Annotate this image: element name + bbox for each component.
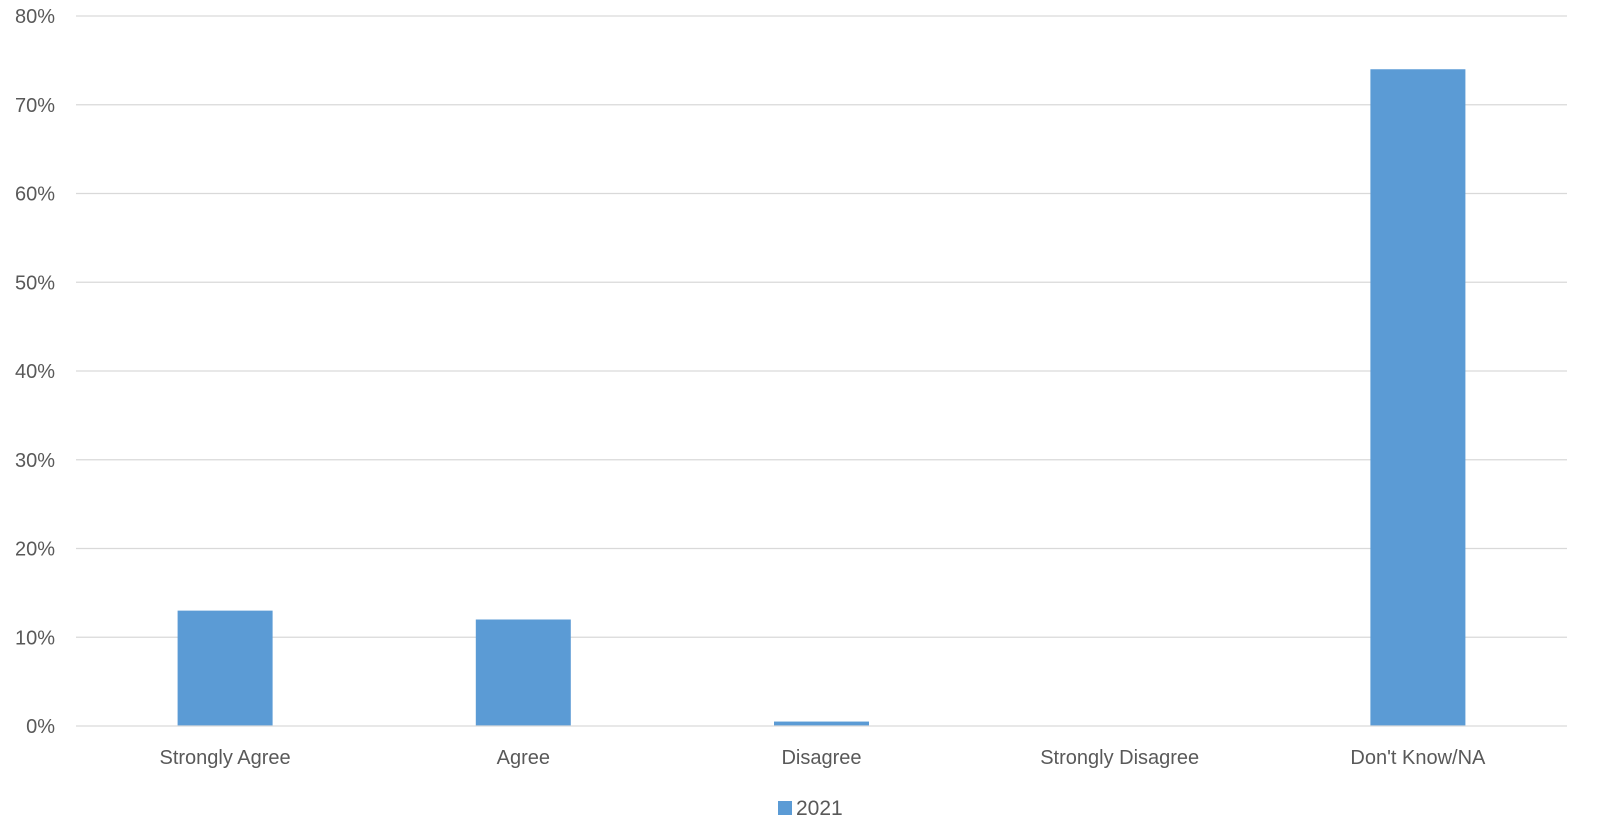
bar [774,721,869,726]
x-axis-tick-labels: Strongly Agree Agree Disagree Strongly Disa… [159,747,1486,769]
y-tick-label: 50% [15,272,55,294]
y-tick-label: 0% [26,716,55,738]
bar [1370,69,1466,726]
y-tick-label: 60% [15,184,55,206]
y-tick-label: 10% [15,627,55,649]
bars [177,69,1466,726]
x-tick-label: Strongly Disagree [1040,747,1199,769]
y-tick-label: 30% [15,450,55,472]
x-tick-label: Don't Know/NA [1350,747,1486,769]
legend-swatch [778,801,792,815]
bar [177,610,273,726]
y-tick-label: 20% [15,539,55,561]
bar [475,619,571,726]
y-tick-label: 70% [15,95,55,117]
gridlines [76,15,1567,638]
legend-label: 2021 [796,797,843,820]
x-tick-label: Strongly Agree [159,747,290,769]
y-tick-label: 40% [15,361,55,383]
legend: 2021 [778,797,843,820]
x-tick-label: Agree [497,747,550,769]
x-tick-label: Disagree [781,747,861,769]
y-tick-label: 80% [15,6,55,28]
y-axis-tick-labels: 0% 10% 20% 30% 40% 50% 60% 70% 80% [15,6,55,738]
